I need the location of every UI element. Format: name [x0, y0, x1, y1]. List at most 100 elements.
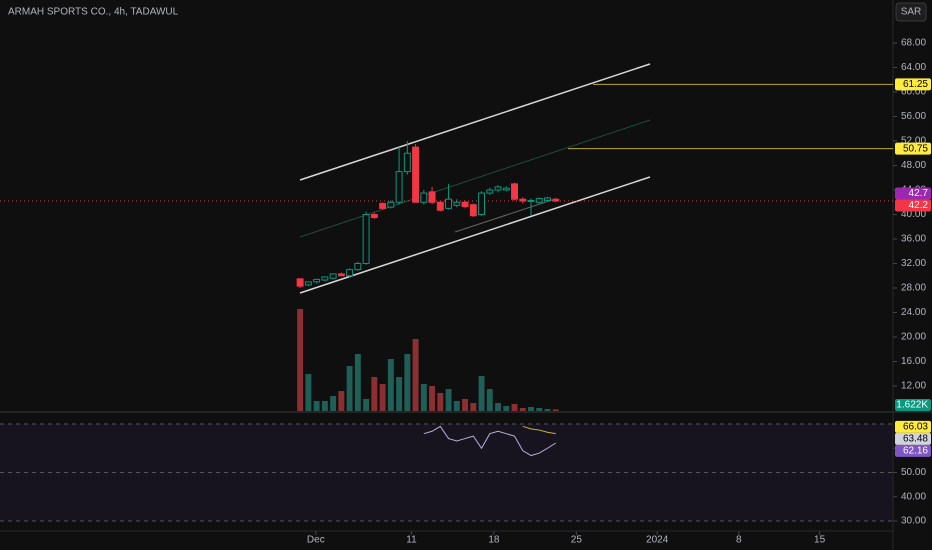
candle-body	[346, 269, 354, 277]
candle-body	[403, 152, 411, 173]
rsi-badge-label: 63.48	[903, 433, 928, 444]
x-tick-label: Dec	[307, 535, 325, 546]
price-badge-label: 42.2	[909, 200, 929, 211]
candle-body	[313, 278, 321, 283]
volume-bar	[437, 393, 444, 411]
rsi-badge	[895, 420, 931, 433]
candle-body	[461, 201, 469, 208]
volume-bar	[330, 396, 337, 411]
candle-body	[486, 189, 494, 194]
rsi-tick-label: 30.00	[901, 516, 926, 527]
candle-body	[453, 201, 461, 206]
price-badge	[895, 78, 931, 91]
y-tick-label: 32.00	[901, 258, 926, 269]
volume-bar	[346, 366, 353, 411]
rsi-tick-label: 50.00	[901, 467, 926, 478]
candle-body	[379, 202, 387, 209]
price-badge	[895, 199, 931, 212]
candle-body	[445, 198, 453, 209]
candle-body	[329, 273, 337, 279]
candle-body	[469, 204, 477, 217]
channel-middle	[299, 119, 651, 238]
volume-bar	[511, 404, 518, 411]
candle-body	[354, 263, 362, 271]
currency-label[interactable]: SAR	[901, 7, 922, 18]
y-tick-label: 36.00	[901, 234, 926, 245]
candle-body	[519, 198, 527, 202]
volume-bar	[528, 407, 534, 411]
candle-body	[478, 192, 486, 215]
y-tick-label: 20.00	[901, 332, 926, 343]
volume-bar	[544, 409, 551, 411]
x-tick-label: 25	[571, 535, 583, 546]
candle-body	[412, 146, 420, 203]
y-tick-label: 16.00	[901, 356, 926, 367]
y-tick-label: 60.00	[901, 87, 926, 98]
volume-bar	[321, 401, 328, 411]
rsi-badge-label: 62.16	[903, 445, 928, 456]
y-tick-label: 28.00	[901, 283, 926, 294]
y-tick-label: 24.00	[901, 307, 926, 318]
y-tick-label: 48.00	[901, 160, 926, 171]
volume-bar	[486, 389, 493, 411]
volume-bar	[453, 401, 460, 411]
volume-bar	[396, 377, 403, 411]
moving-average	[454, 199, 553, 233]
candle-body	[436, 201, 444, 211]
candle-body	[304, 281, 312, 286]
volume-bar	[379, 384, 386, 411]
volume-bar	[371, 377, 378, 411]
price-badge-label: 42.7	[909, 188, 929, 199]
volume-bar	[363, 399, 370, 411]
candle-body	[321, 276, 329, 281]
volume-bar	[412, 339, 419, 411]
volume-bar	[445, 389, 452, 411]
currency-button[interactable]	[895, 2, 927, 22]
rsi-ma-line	[522, 425, 556, 435]
x-tick-label: 11	[406, 535, 417, 546]
volume-bar	[495, 403, 502, 411]
rsi-line	[423, 425, 557, 457]
y-tick-label: 56.00	[901, 111, 926, 122]
volume-bar	[297, 309, 304, 411]
volume-badge-label: 1.622K	[896, 400, 928, 411]
candle-body	[494, 186, 502, 191]
volume-badge	[895, 399, 931, 411]
volume-bar	[470, 403, 477, 411]
volume-bar	[503, 406, 510, 411]
volume-bar	[536, 408, 543, 411]
candle-body	[552, 198, 560, 202]
y-tick-label: 52.00	[901, 136, 926, 147]
channel-upper	[299, 63, 651, 181]
volume-bar	[462, 399, 469, 411]
x-tick-label: 18	[488, 535, 500, 546]
price-badge	[895, 142, 931, 155]
y-tick-label: 12.00	[901, 381, 926, 392]
volume-bar	[519, 408, 526, 411]
rsi-tick-label: 40.00	[901, 491, 926, 502]
volume-bar	[354, 354, 361, 411]
rsi-badge	[895, 432, 931, 445]
volume-bar	[313, 401, 320, 411]
candle-body	[511, 183, 518, 200]
price-badge	[895, 187, 931, 200]
volume-bar	[478, 376, 485, 411]
volume-bar	[429, 386, 436, 411]
candle-body	[544, 197, 551, 201]
candle-body	[296, 278, 304, 287]
volume-bar	[420, 384, 427, 411]
channel-lower	[299, 176, 651, 294]
volume-bar	[404, 354, 411, 411]
candle-body	[387, 201, 395, 208]
candle-body	[362, 214, 370, 264]
y-tick-label: 40.00	[901, 209, 926, 220]
x-tick-label: 8	[736, 535, 742, 546]
x-tick-label: 15	[814, 535, 826, 546]
candle-body	[527, 199, 535, 202]
candle-body	[337, 273, 345, 277]
rsi-badge	[895, 444, 931, 457]
y-tick-label: 68.00	[901, 38, 926, 49]
rsi-badge-label: 66.03	[903, 421, 928, 432]
price-badge-label: 61.25	[903, 79, 928, 90]
